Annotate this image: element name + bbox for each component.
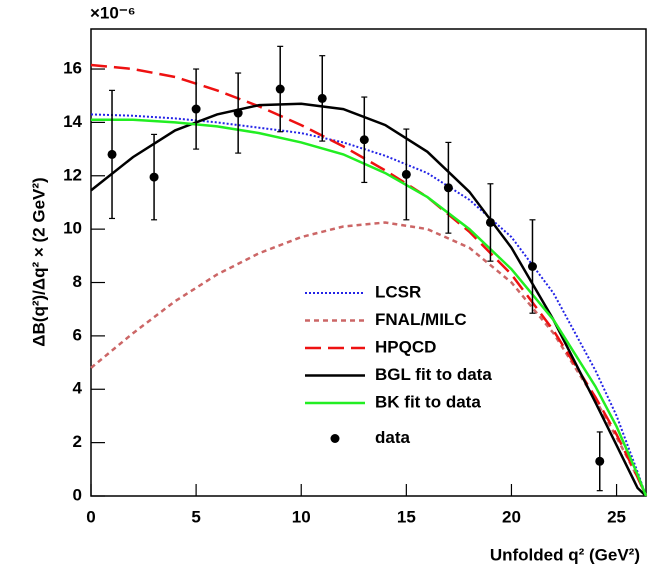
y-tick-label: 10 — [63, 219, 82, 238]
data-point — [233, 108, 243, 118]
y-tick-label: 4 — [73, 379, 83, 398]
y-tick-label: 2 — [73, 432, 82, 451]
frame — [90, 28, 647, 497]
y-tick-label: 8 — [73, 272, 82, 291]
x-tick-label: 15 — [397, 507, 416, 526]
x-tick-label: 20 — [502, 507, 521, 526]
data-point — [149, 172, 159, 182]
curve — [90, 221, 648, 497]
curve — [90, 102, 647, 497]
legend-label: BGL fit to data — [375, 365, 492, 384]
legend-label: data — [375, 428, 411, 447]
curve — [91, 118, 648, 497]
legend-label: BK fit to data — [375, 392, 481, 411]
y-tick-label: 12 — [63, 165, 82, 184]
x-tick-label: 25 — [607, 507, 626, 526]
y-axis-label: ΔB(q²)/Δq² × (2 GeV²) — [29, 177, 48, 346]
x-axis-label: Unfolded q² (GeV²) — [490, 545, 640, 564]
data-point — [401, 169, 411, 179]
data-point — [191, 104, 201, 114]
legend-label: HPQCD — [375, 337, 436, 356]
data-point — [527, 262, 537, 272]
data-point — [359, 135, 369, 145]
y-tick-label: 16 — [63, 59, 82, 78]
data-point — [443, 183, 453, 193]
data-point — [317, 93, 327, 103]
legend-marker — [330, 434, 340, 443]
legend-label: LCSR — [375, 282, 421, 301]
data-point — [275, 84, 285, 94]
data-point — [107, 149, 117, 159]
y-tick-label: 6 — [73, 325, 82, 344]
data-point — [485, 217, 495, 227]
data-point — [595, 456, 605, 466]
x-tick-label: 0 — [86, 507, 95, 526]
legend-label: FNAL/MILC — [375, 310, 467, 329]
y-tick-label: 0 — [73, 485, 82, 504]
x-tick-label: 10 — [292, 507, 311, 526]
curve — [90, 113, 647, 497]
x-tick-label: 5 — [191, 507, 200, 526]
axis-multiplier: ×10⁻⁶ — [90, 3, 136, 22]
y-tick-label: 14 — [63, 112, 82, 131]
